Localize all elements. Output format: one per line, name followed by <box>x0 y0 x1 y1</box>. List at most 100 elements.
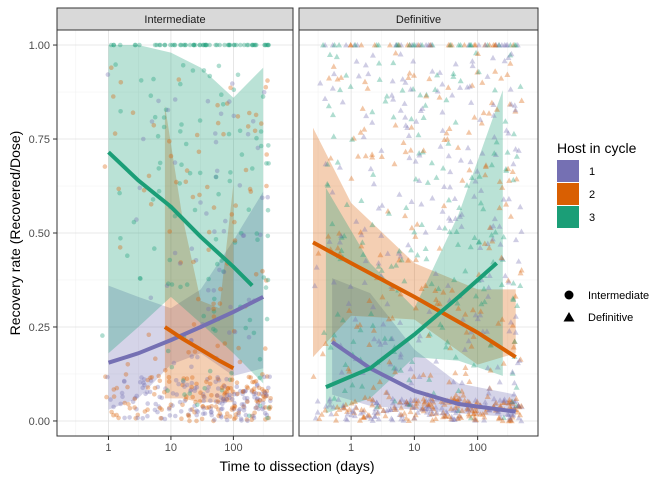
data-point <box>322 42 329 48</box>
data-point <box>511 379 518 386</box>
data-point <box>417 91 424 98</box>
data-point <box>108 42 114 48</box>
data-point <box>243 412 249 418</box>
data-point <box>222 398 228 404</box>
data-point <box>179 416 184 422</box>
data-point <box>132 405 137 410</box>
data-point <box>458 388 465 394</box>
data-point <box>369 221 376 228</box>
data-point <box>166 379 172 384</box>
data-point <box>375 402 382 408</box>
data-point <box>220 406 225 411</box>
data-point <box>261 405 266 410</box>
legend-label-host-2: 2 <box>589 189 595 201</box>
data-point <box>222 341 228 346</box>
data-point <box>189 407 195 412</box>
data-point <box>260 406 266 412</box>
data-point <box>428 42 435 48</box>
data-point <box>219 385 225 391</box>
data-point <box>229 371 234 376</box>
data-point <box>501 57 508 64</box>
y-axis: 0.00 0.25 0.50 0.75 1.00 <box>29 40 57 428</box>
data-point <box>247 317 253 323</box>
data-point <box>134 217 139 222</box>
data-point <box>264 152 270 157</box>
fit-line-host-1 <box>330 340 516 414</box>
data-point <box>191 259 196 265</box>
data-point <box>468 42 475 48</box>
data-point <box>251 415 257 421</box>
data-point <box>506 328 513 334</box>
data-point <box>257 398 263 403</box>
data-point <box>157 394 162 400</box>
data-point <box>215 102 220 108</box>
data-point <box>219 415 224 420</box>
data-point <box>179 122 184 127</box>
data-point <box>388 92 395 98</box>
data-point <box>257 356 263 362</box>
data-point <box>450 406 457 413</box>
data-point <box>482 399 489 405</box>
legend-label-shape: Intermediate <box>588 290 649 302</box>
data-point <box>419 105 426 111</box>
data-point <box>420 404 427 411</box>
data-point <box>152 246 157 251</box>
data-point <box>353 323 360 329</box>
legend-swatch-host-3 <box>557 206 579 228</box>
data-point <box>457 157 464 163</box>
data-point <box>499 417 506 424</box>
data-point <box>240 389 246 394</box>
data-point <box>132 395 138 401</box>
data-point <box>216 63 222 69</box>
data-point <box>213 404 219 409</box>
data-point <box>234 384 240 390</box>
data-point <box>424 406 431 412</box>
data-point <box>347 42 354 48</box>
data-point <box>411 415 418 421</box>
data-point <box>349 136 356 142</box>
data-point <box>459 316 466 322</box>
data-point <box>375 338 382 344</box>
data-point <box>111 42 116 48</box>
data-point <box>436 94 443 100</box>
data-point <box>402 148 409 155</box>
data-point <box>255 237 260 242</box>
data-point <box>211 288 217 293</box>
data-point <box>414 252 421 258</box>
data-point <box>433 174 440 180</box>
data-point <box>185 412 191 418</box>
data-point <box>429 68 436 74</box>
data-point <box>333 417 340 423</box>
data-point <box>344 408 351 414</box>
data-point <box>500 360 507 366</box>
data-point <box>194 384 200 390</box>
data-point <box>398 257 405 263</box>
data-point <box>229 407 235 412</box>
data-point <box>500 196 507 202</box>
data-point <box>383 389 390 395</box>
data-point <box>359 383 366 389</box>
data-point <box>503 42 510 48</box>
data-point <box>377 251 384 258</box>
data-point <box>208 406 213 411</box>
data-point <box>345 300 352 306</box>
data-point <box>341 387 348 394</box>
data-point <box>180 378 186 383</box>
data-point <box>411 229 418 235</box>
data-point <box>264 278 269 283</box>
data-point <box>361 414 368 420</box>
data-point <box>318 411 325 417</box>
data-point <box>478 276 485 283</box>
data-point <box>424 179 431 185</box>
data-point <box>190 68 196 73</box>
data-point <box>221 269 226 274</box>
data-point <box>188 407 193 413</box>
data-point <box>448 415 455 422</box>
data-point <box>420 396 427 402</box>
data-point <box>209 412 214 418</box>
data-point <box>162 389 167 395</box>
data-point <box>364 413 371 419</box>
data-point <box>324 180 331 187</box>
data-point <box>108 397 113 402</box>
data-point <box>171 360 177 366</box>
